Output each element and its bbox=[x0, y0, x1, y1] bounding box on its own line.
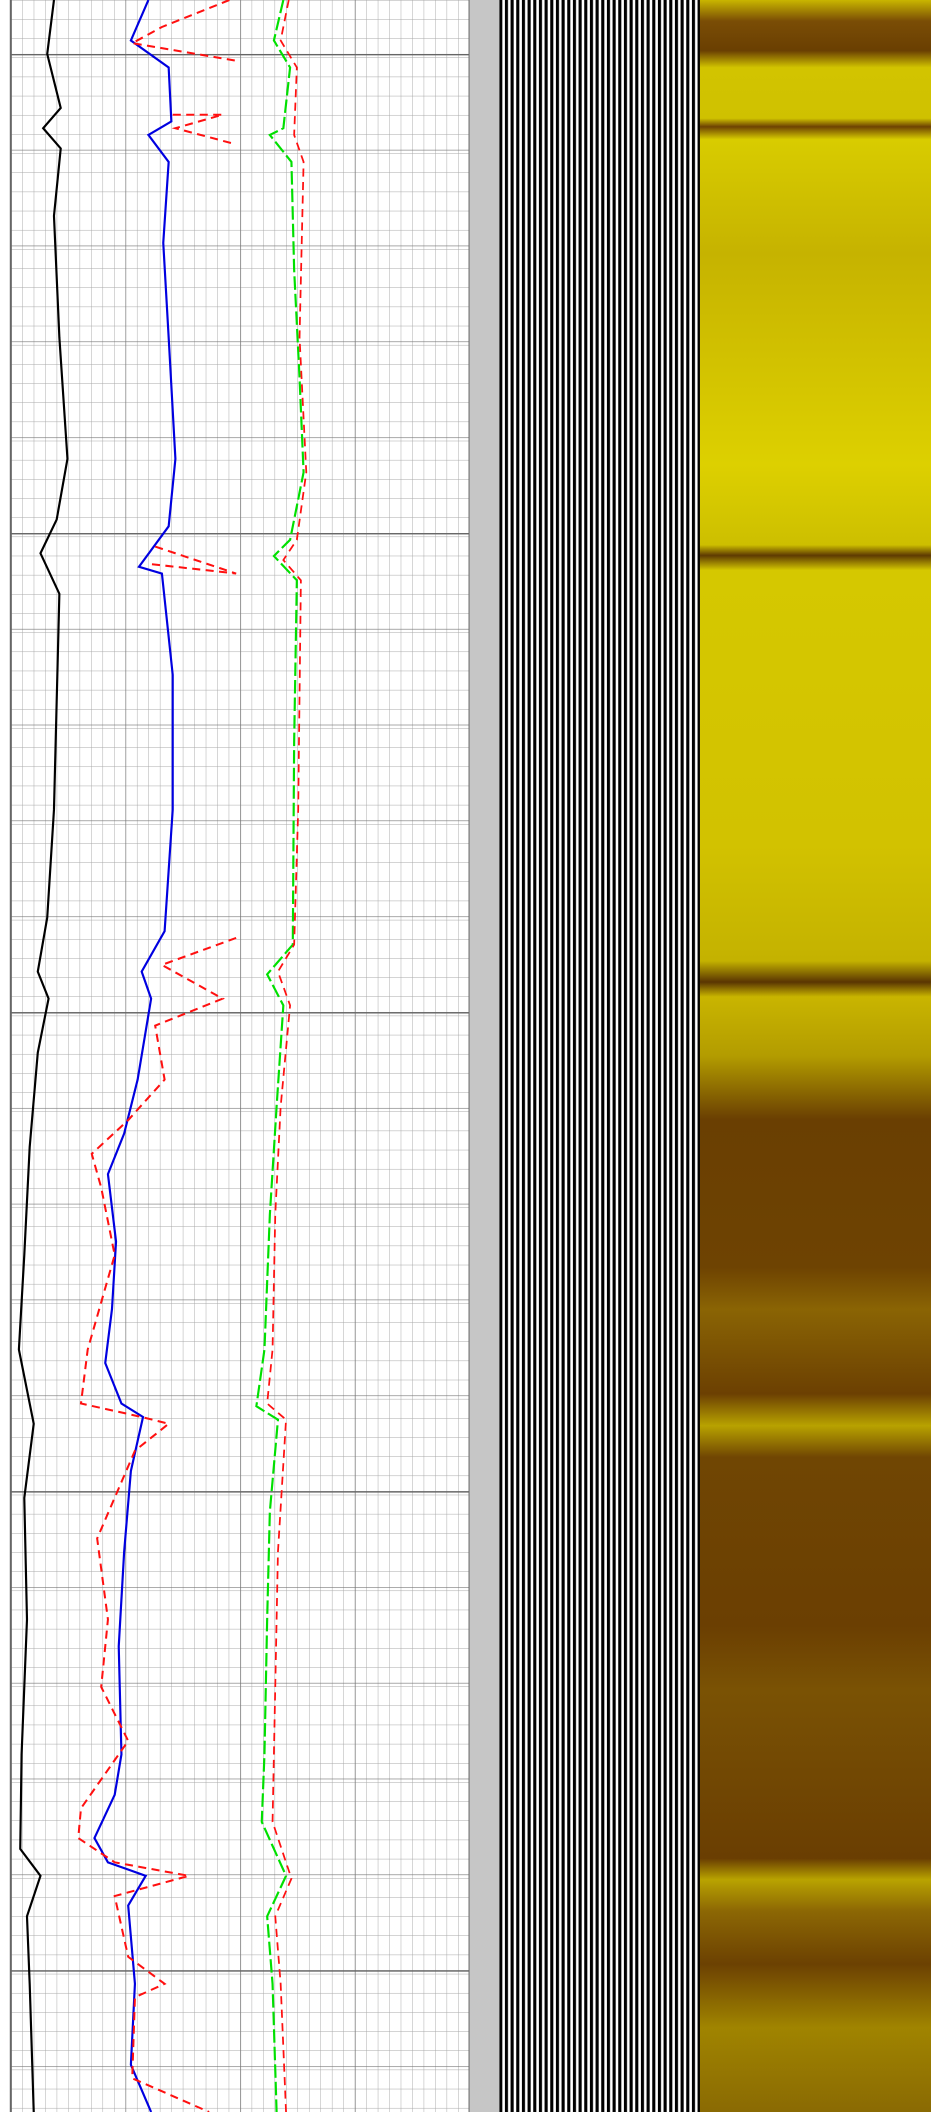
depth-strip bbox=[469, 0, 500, 2112]
core-image bbox=[698, 0, 931, 2112]
red-dashed-curve-2 bbox=[266, 0, 308, 2112]
red-dashed-curve bbox=[77, 0, 237, 2112]
stripe-image bbox=[499, 0, 699, 2112]
major-grid bbox=[10, 0, 470, 2112]
black-curve bbox=[17, 0, 69, 2112]
green-curve bbox=[255, 0, 305, 2112]
blue-curve bbox=[93, 0, 177, 2112]
